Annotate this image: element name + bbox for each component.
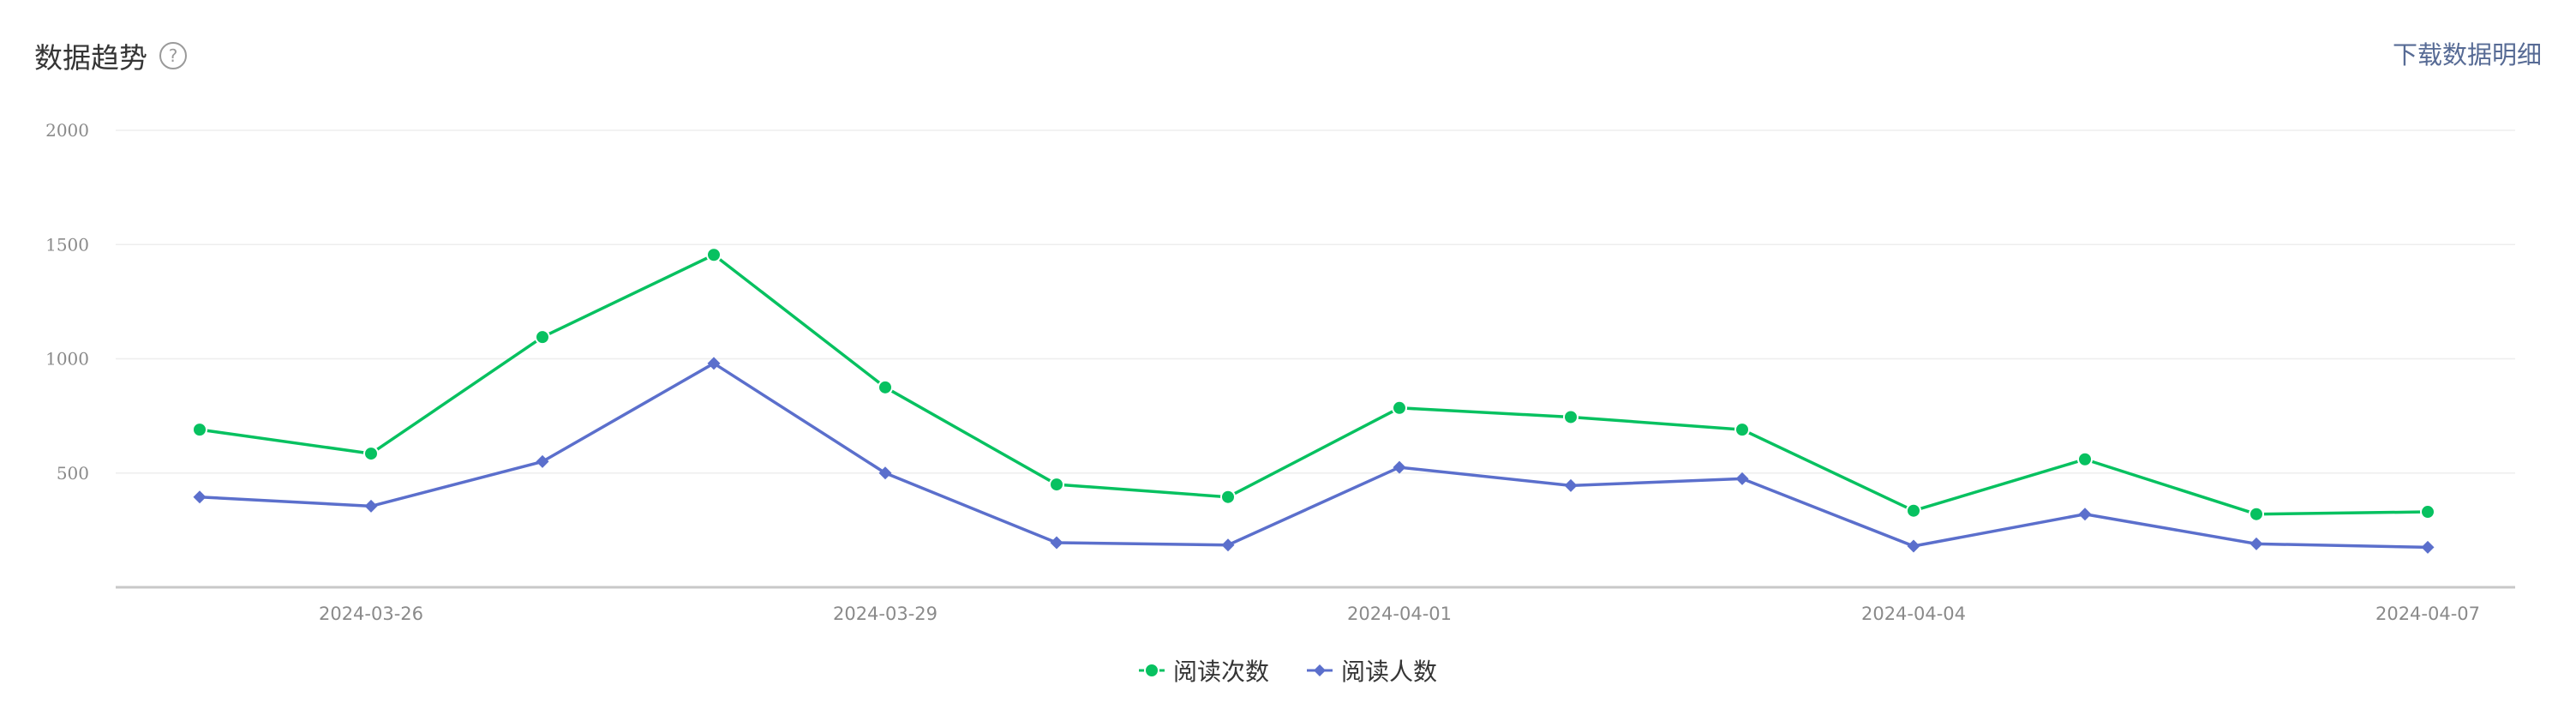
- data-point: [1221, 538, 1235, 552]
- series-line: [199, 362, 2429, 550]
- data-point: [535, 329, 550, 345]
- chart-header: 数据趋势 ?: [34, 34, 187, 77]
- download-details-link[interactable]: 下载数据明细: [2392, 40, 2542, 69]
- x-tick-label: 2024-04-04: [1861, 604, 1966, 624]
- data-point: [878, 466, 892, 480]
- data-point: [2077, 451, 2093, 467]
- chart-legend: 阅读次数 阅读人数: [0, 652, 2576, 689]
- data-point: [706, 247, 722, 263]
- data-point: [1564, 478, 1578, 492]
- x-tick-label: 2024-03-29: [833, 604, 938, 624]
- data-point: [536, 454, 549, 468]
- x-tick-label: 2024-04-07: [2375, 604, 2480, 624]
- series-readers: [193, 357, 2435, 554]
- data-point: [1735, 472, 1749, 485]
- data-point: [1392, 400, 1407, 416]
- legend-item-reads[interactable]: 阅读次数: [1138, 653, 1269, 688]
- x-tick-label: 2024-04-01: [1347, 604, 1452, 624]
- legend-label: 阅读次数: [1172, 658, 1269, 686]
- data-point: [2421, 540, 2435, 554]
- data-point: [1393, 460, 1406, 474]
- data-point: [2078, 508, 2092, 521]
- legend-marker-icon: [1138, 663, 1165, 678]
- legend-label: 阅读人数: [1341, 658, 1438, 686]
- y-tick-label: 2000: [45, 120, 89, 141]
- legend-marker-icon: [1307, 664, 1333, 676]
- data-point: [1734, 422, 1750, 438]
- data-point: [1907, 539, 1920, 553]
- page-title: 数据趋势: [34, 41, 147, 75]
- data-point: [364, 499, 378, 513]
- y-tick-label: 1000: [45, 349, 89, 370]
- x-tick-label: 2024-03-26: [319, 604, 423, 624]
- series-reads: [192, 247, 2435, 522]
- legend-item-readers[interactable]: 阅读人数: [1307, 653, 1437, 688]
- data-point: [707, 357, 721, 370]
- data-point: [2420, 504, 2435, 520]
- data-point: [1906, 502, 1921, 519]
- data-point: [363, 446, 379, 462]
- data-point: [1050, 536, 1063, 550]
- series-line: [199, 253, 2429, 516]
- data-point: [192, 422, 207, 438]
- data-point: [1563, 409, 1579, 425]
- question-circle-icon[interactable]: ?: [159, 42, 187, 69]
- y-tick-label: 1500: [45, 234, 89, 255]
- y-tick-label: 500: [57, 463, 89, 484]
- data-point: [878, 379, 893, 395]
- data-point: [193, 490, 207, 504]
- data-point: [2249, 506, 2264, 522]
- data-point: [2250, 537, 2263, 550]
- data-point: [1220, 489, 1236, 505]
- data-point: [1049, 477, 1064, 493]
